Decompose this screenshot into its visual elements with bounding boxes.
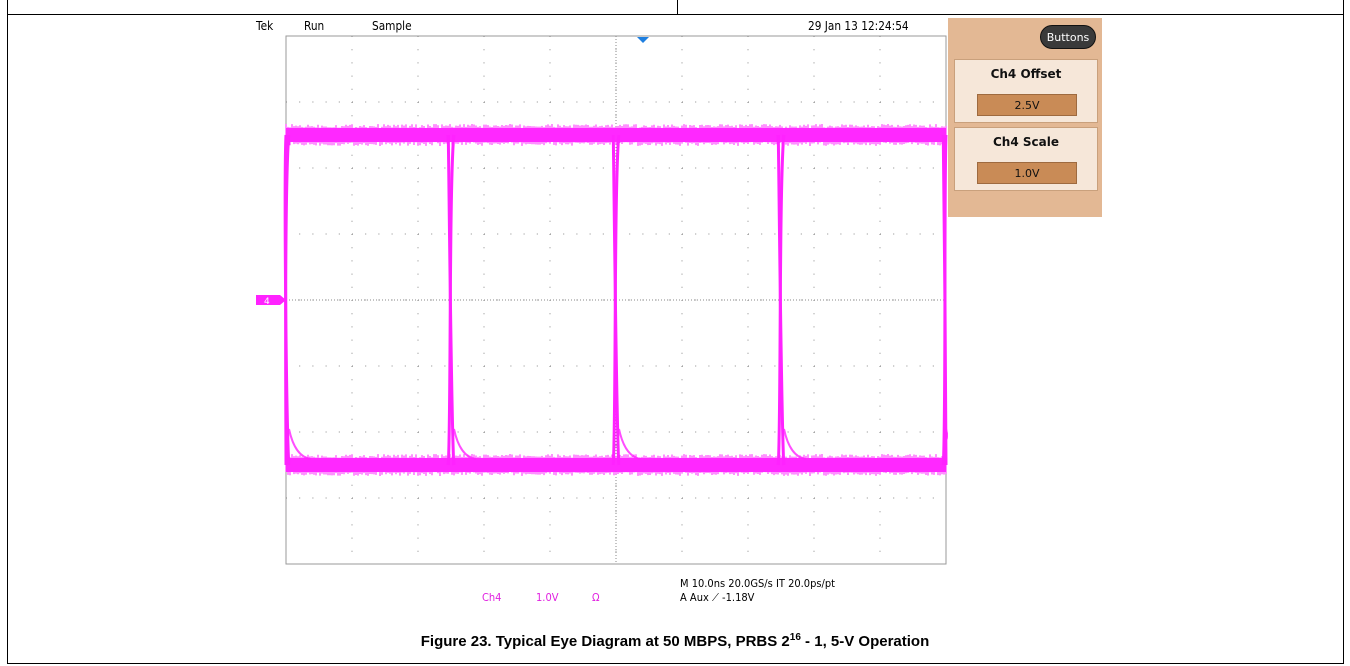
trigger-readout: A Aux ⟋ -1.18V: [680, 591, 755, 604]
eye-transition: [941, 134, 948, 466]
run-state: Run: [304, 19, 325, 33]
caption-suffix: - 1, 5-V Operation: [800, 633, 930, 650]
caption-superscript: 16: [789, 632, 801, 643]
eye-transition: [611, 134, 642, 466]
column-divider: [677, 0, 678, 14]
timebase-readout: M 10.0ns 20.0GS/s IT 20.0ps/pt: [680, 577, 836, 590]
oscilloscope-screen: Tek Run Sample 29 Jan 13 12:24:54 4 Butt…: [256, 18, 1102, 609]
channel-ground-marker-icon: 4: [256, 295, 286, 307]
ch4-scale-value[interactable]: 1.0V: [977, 162, 1077, 184]
eye-transition: [446, 134, 477, 466]
page-frame: [7, 0, 1344, 664]
acquisition-mode: Sample: [372, 19, 412, 33]
waveform-display: 4: [256, 35, 948, 565]
trigger-position-marker-icon: [637, 37, 649, 43]
channel-readout-name: Ch4: [482, 591, 502, 604]
status-bar: Tek Run Sample 29 Jan 13 12:24:54: [256, 18, 948, 36]
ch4-offset-value[interactable]: 2.5V: [977, 94, 1077, 116]
brand-label: Tek: [256, 19, 274, 33]
ch4-offset-title: Ch4 Offset: [990, 67, 1062, 81]
top-rule: [7, 14, 1344, 15]
channel-readout-coupling: Ω: [592, 591, 600, 604]
eye-transition: [283, 134, 312, 466]
ch4-scale-title: Ch4 Scale: [993, 135, 1059, 149]
date-time: 29 Jan 13 12:24:54: [808, 19, 909, 33]
side-menu: Buttons Ch4 Offset 2.5V Ch4 Scale 1.0V: [948, 18, 1102, 217]
eye-trace: [283, 124, 948, 476]
channel-readout-scale: 1.0V: [536, 591, 559, 604]
channel-marker-label: 4: [264, 297, 270, 307]
caption-prefix: Figure 23. Typical Eye Diagram at 50 MBP…: [420, 633, 790, 650]
ch4-scale-menu[interactable]: Ch4 Scale 1.0V: [954, 127, 1098, 191]
eye-transition: [776, 134, 807, 466]
eye-high-rail-noise: [285, 124, 947, 146]
figure-caption: Figure 23. Typical Eye Diagram at 50 MBP…: [0, 632, 1350, 650]
buttons-button[interactable]: Buttons: [1040, 25, 1096, 49]
ch4-offset-menu[interactable]: Ch4 Offset 2.5V: [954, 59, 1098, 123]
